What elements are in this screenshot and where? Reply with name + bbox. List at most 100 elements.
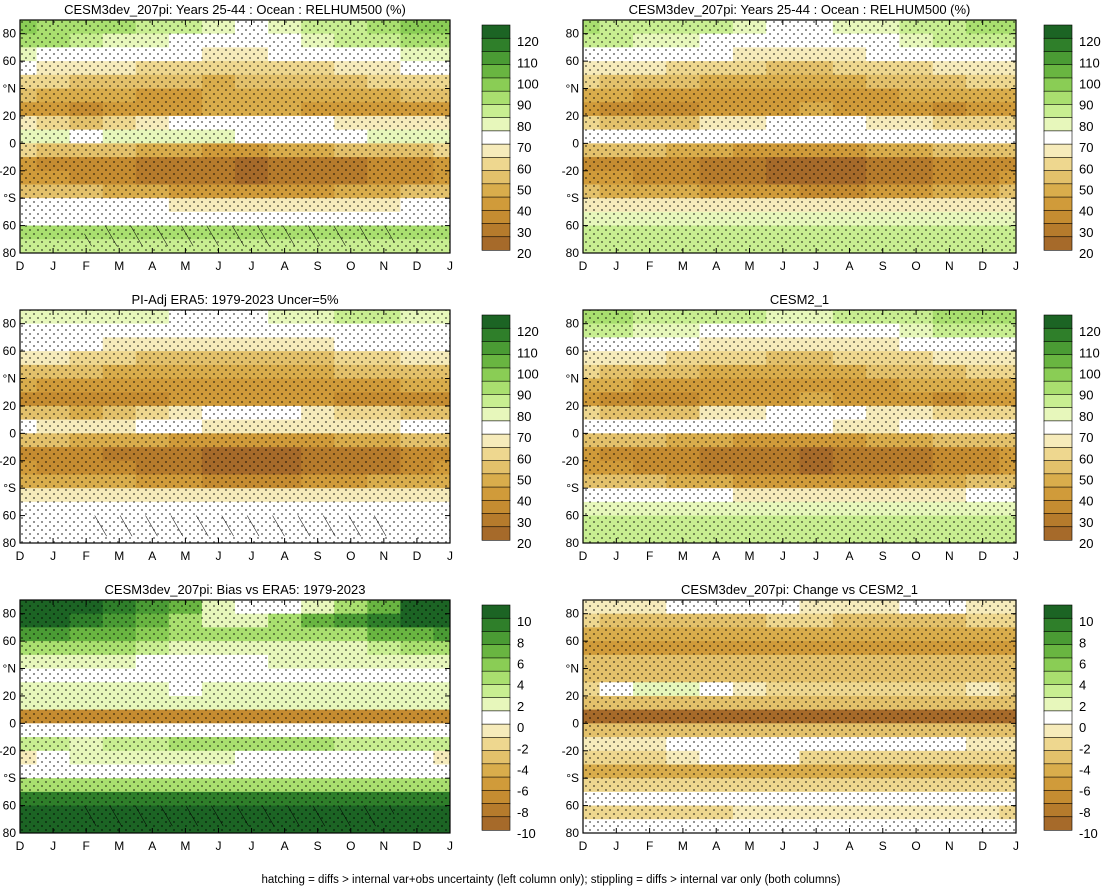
x-tick-label: A — [712, 839, 720, 853]
y-tick-label: 0 — [9, 716, 16, 730]
x-tick-label: M — [180, 549, 190, 563]
colorbar-label: 70 — [517, 430, 531, 445]
x-tick-label: J — [249, 549, 255, 563]
x-tick-label: A — [148, 549, 156, 563]
colorbar-label: -10 — [1079, 826, 1098, 841]
plot-frame — [582, 309, 1017, 544]
x-tick-label: M — [745, 839, 755, 853]
colorbar-swatch — [481, 51, 511, 66]
colorbar-label: 80 — [517, 119, 531, 134]
colorbar-label: 4 — [1079, 678, 1086, 693]
colorbar-swatch — [1043, 526, 1073, 541]
x-tick-label: M — [678, 839, 688, 853]
colorbar-swatch — [481, 407, 511, 422]
colorbar-label: 10 — [517, 614, 531, 629]
colorbar-label: 20 — [517, 246, 531, 261]
colorbar-label: 0 — [1079, 720, 1086, 735]
colorbar-label: 120 — [517, 34, 539, 49]
colorbar-label: 100 — [1079, 367, 1101, 382]
colorbar-label: 20 — [1079, 246, 1093, 261]
panel-title: CESM3dev_207pi: Bias vs ERA5: 1979-2023 — [105, 582, 366, 597]
colorbar-swatch — [1043, 380, 1073, 396]
colorbar-label: 30 — [517, 515, 531, 530]
colorbar-swatch — [481, 513, 511, 528]
colorbar-label: 60 — [1079, 161, 1093, 176]
y-tick-label: 80 — [566, 607, 580, 621]
figure-panels: CESM3dev_207pi: Years 25-44 : Ocean : RE… — [0, 2, 1101, 853]
panel-5: CESM3dev_207pi: Bias vs ERA5: 1979-2023 8… — [0, 582, 536, 853]
y-tick-label: 20 — [566, 689, 580, 703]
colorbar-swatch — [1043, 64, 1073, 79]
colorbar-swatch — [1043, 631, 1073, 646]
x-tick-label: J — [447, 259, 453, 273]
y-tick-label: 0 — [9, 136, 16, 150]
y-tick-label: °S — [566, 191, 579, 205]
plot-frame — [19, 309, 451, 544]
colorbar-swatch — [1043, 420, 1073, 435]
colorbar-swatch — [481, 750, 511, 765]
stippling — [583, 310, 1016, 543]
colorbar-label: 30 — [1079, 225, 1093, 240]
colorbar-swatch — [1043, 24, 1073, 39]
y-tick-label: 60 — [566, 54, 580, 68]
colorbar-swatch — [481, 710, 511, 725]
colorbar-swatch — [1043, 697, 1073, 712]
colorbar-swatch — [481, 327, 511, 343]
x-tick-label: D — [413, 839, 422, 853]
x-tick-label: A — [845, 839, 853, 853]
colorbar-swatch — [481, 380, 511, 396]
colorbar-label: -2 — [1079, 741, 1091, 756]
colorbar-label: 40 — [1079, 204, 1093, 219]
colorbar-swatch — [1043, 776, 1073, 791]
colorbar-swatch — [481, 130, 511, 145]
x-tick-label: F — [646, 259, 653, 273]
x-tick-label: J — [215, 259, 221, 273]
colorbar-swatch — [1043, 723, 1073, 738]
panel-title: PI-Adj ERA5: 1979-2023 Uncer=5% — [131, 292, 338, 307]
colorbar-label: 0 — [517, 720, 524, 735]
x-tick-label: M — [745, 259, 755, 273]
colorbar-swatch — [1043, 183, 1073, 198]
colorbar-swatch — [1043, 617, 1073, 633]
colorbar-swatch — [1043, 447, 1073, 462]
colorbar-swatch — [481, 526, 511, 541]
colorbar-swatch — [481, 183, 511, 198]
colorbar-label: 2 — [517, 699, 524, 714]
colorbar-label: 100 — [517, 77, 539, 92]
y-tick-label: 20 — [3, 689, 17, 703]
colorbar-label: 120 — [517, 324, 539, 339]
colorbar-swatch — [481, 104, 511, 119]
x-tick-label: M — [180, 259, 190, 273]
y-tick-label: 80 — [3, 27, 17, 41]
colorbar-swatch — [481, 341, 511, 356]
colorbar-swatch — [1043, 354, 1073, 369]
x-tick-label: J — [613, 549, 619, 563]
colorbar-swatch — [1043, 803, 1073, 818]
x-tick-label: F — [646, 839, 653, 853]
x-tick-label: D — [16, 259, 25, 273]
colorbar-label: 80 — [1079, 409, 1093, 424]
x-tick-label: N — [945, 259, 954, 273]
colorbar: 10 8 6 4 2 0 -2 -4 -6 -8 -10 — [481, 604, 536, 841]
x-tick-label: J — [215, 839, 221, 853]
x-tick-label: D — [978, 259, 987, 273]
colorbar-label: 120 — [1079, 324, 1101, 339]
x-tick-label: S — [879, 839, 887, 853]
colorbar-swatch — [481, 460, 511, 475]
colorbar-swatch — [1043, 460, 1073, 475]
plot-frame — [19, 599, 451, 834]
y-tick-label: 80 — [566, 317, 580, 331]
y-tick-label: 20 — [3, 109, 17, 123]
colorbar-swatch — [1043, 816, 1073, 831]
colorbar-swatch — [481, 776, 511, 791]
colorbar-swatch — [1043, 196, 1073, 211]
colorbar-label: 8 — [517, 635, 524, 650]
y-tick-label: °S — [566, 481, 579, 495]
colorbar-swatch — [1043, 314, 1073, 329]
colorbar-swatch — [1043, 513, 1073, 528]
x-tick-label: O — [346, 839, 355, 853]
colorbar-label: 10 — [1079, 614, 1093, 629]
x-tick-label: J — [780, 259, 786, 273]
x-tick-label: S — [314, 259, 322, 273]
y-tick-label: °S — [3, 191, 16, 205]
